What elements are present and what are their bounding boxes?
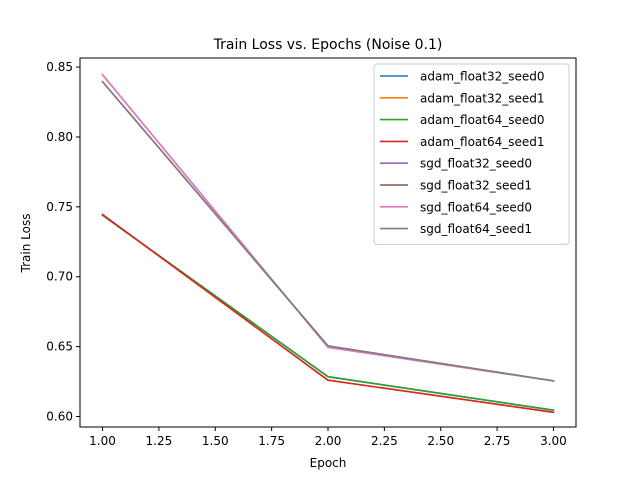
series-lines [101, 73, 555, 414]
x-axis-ticks: 1.00 1.25 1.50 1.75 2.00 2.25 2.50 2.75 3.00 [89, 427, 567, 448]
legend: adam_float32_seed0 adam_float32_seed1adam… [373, 63, 570, 245]
legend-entry-label: adam_float64_seed1 [420, 135, 545, 149]
x-tick-label: 2.00 [315, 434, 342, 448]
x-tick-label: 1.00 [89, 434, 116, 448]
y-axis-ticks: 0.60 0.65 0.70 0.75 0.80 0.85 [46, 60, 80, 424]
legend-entry-label: adam_float32_seed0 [420, 70, 545, 84]
legend-entry-label: adam_float64_seed0 [420, 113, 545, 127]
legend-entry-label: sgd_float32_seed0 [420, 157, 532, 171]
y-tick-label: 0.70 [46, 270, 73, 284]
y-tick-label: 0.85 [46, 60, 73, 74]
x-tick-label: 1.50 [202, 434, 229, 448]
x-tick-label: 2.25 [371, 434, 398, 448]
series-line-adam_float64_seed1 [101, 213, 555, 414]
legend-box [373, 63, 570, 245]
y-tick-label: 0.75 [46, 200, 73, 214]
y-tick-label: 0.60 [46, 410, 73, 424]
x-tick-label: 1.25 [146, 434, 173, 448]
legend-entry-label: sgd_float64_seed0 [420, 200, 532, 214]
legend-entry-label: sgd_float32_seed1 [420, 179, 532, 193]
legend-entry-label: adam_float32_seed1 [420, 91, 545, 105]
series-line-sgd_float64_seed1 [101, 80, 555, 382]
x-tick-label: 2.75 [484, 434, 511, 448]
y-tick-label: 0.65 [46, 340, 73, 354]
x-tick-label: 2.50 [427, 434, 454, 448]
x-axis-label: Epoch [310, 456, 347, 470]
legend-entry-label: sgd_float64_seed1 [420, 222, 532, 236]
x-tick-label: 1.75 [258, 434, 285, 448]
chart-title: Train Loss vs. Epochs (Noise 0.1) [213, 37, 443, 53]
y-axis-label: Train Loss [19, 214, 33, 274]
y-tick-label: 0.80 [46, 130, 73, 144]
x-tick-label: 3.00 [540, 434, 567, 448]
